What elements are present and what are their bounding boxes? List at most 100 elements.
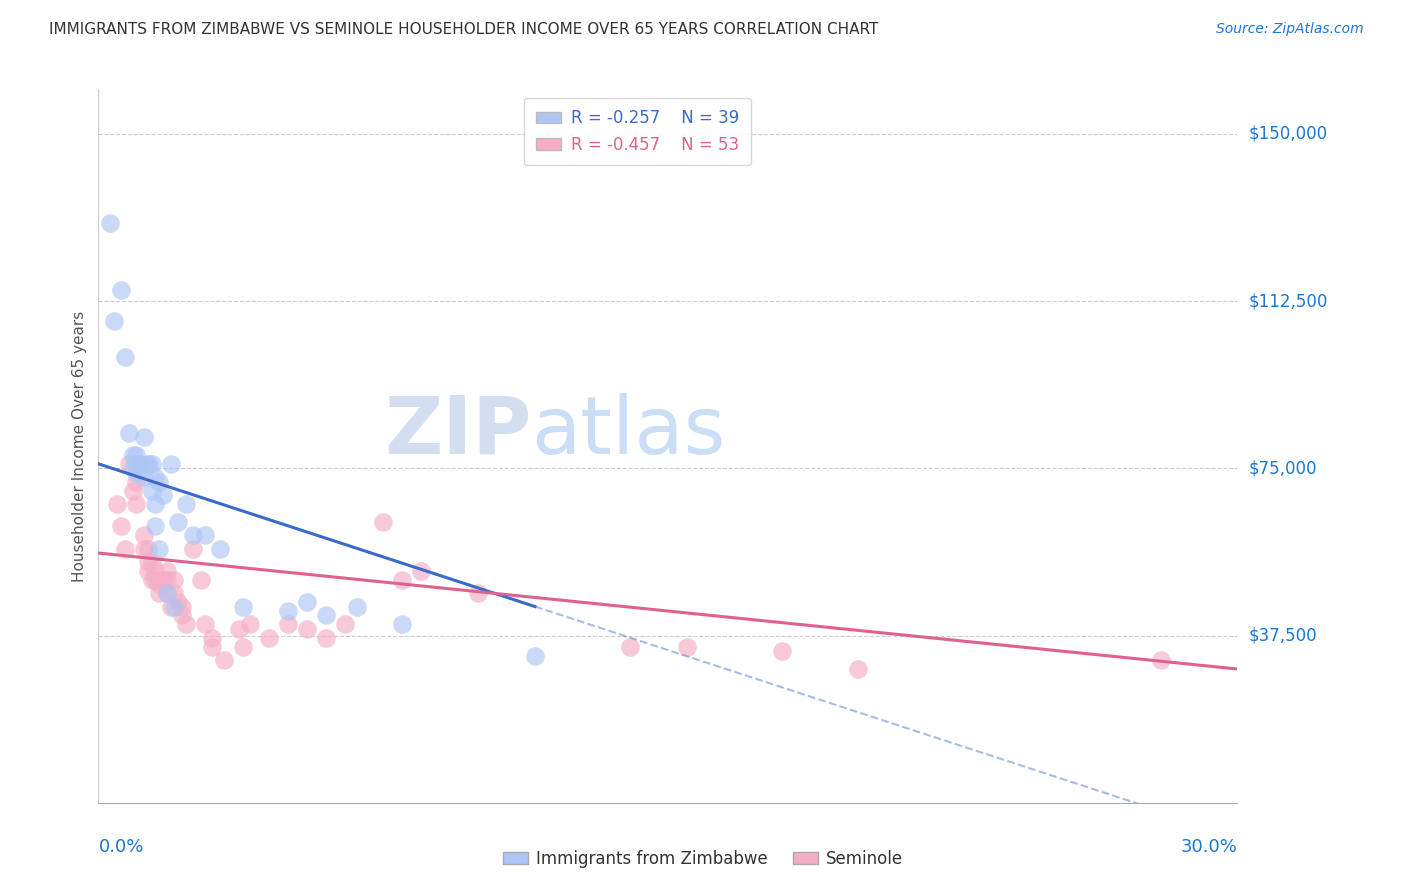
Point (148, 541, 170, 556)
Point (1150, 653, 1173, 667)
Point (371, 515, 394, 529)
Text: 0.0%: 0.0% (98, 838, 143, 856)
Point (148, 573, 170, 587)
Point (228, 622, 250, 636)
Point (132, 541, 155, 556)
Point (183, 528, 205, 542)
Point (391, 573, 413, 587)
Point (110, 283, 132, 297)
Point (107, 497, 129, 511)
Point (121, 461, 143, 475)
Point (141, 573, 163, 587)
Text: 30.0%: 30.0% (1181, 838, 1237, 856)
Point (136, 555, 159, 569)
Point (114, 350, 136, 364)
Point (125, 466, 148, 480)
Point (125, 457, 148, 471)
Text: IMMIGRANTS FROM ZIMBABWE VS SEMINOLE HOUSEHOLDER INCOME OVER 65 YEARS CORRELATIO: IMMIGRANTS FROM ZIMBABWE VS SEMINOLE HOU… (49, 22, 879, 37)
Point (103, 314, 125, 328)
Point (156, 586, 179, 600)
Point (152, 573, 174, 587)
Point (619, 640, 641, 654)
Point (156, 586, 179, 600)
Point (110, 519, 132, 533)
Point (125, 497, 148, 511)
Point (190, 573, 212, 587)
Point (411, 564, 433, 578)
Point (315, 608, 337, 623)
Point (346, 599, 368, 614)
Point (167, 515, 190, 529)
Point (156, 573, 179, 587)
Point (132, 430, 155, 444)
Point (232, 599, 254, 614)
Point (467, 586, 489, 600)
Point (152, 488, 174, 502)
Point (121, 483, 143, 498)
Point (194, 528, 217, 542)
Point (297, 622, 319, 636)
Point (129, 461, 152, 475)
Point (770, 644, 793, 658)
Point (167, 595, 190, 609)
Point (141, 555, 163, 569)
Point (163, 586, 186, 600)
Point (141, 483, 163, 498)
Point (183, 541, 205, 556)
Point (159, 457, 181, 471)
Point (141, 457, 163, 471)
Point (159, 599, 181, 614)
Point (259, 631, 281, 645)
Point (163, 599, 186, 614)
Point (121, 448, 143, 462)
Point (148, 475, 170, 489)
Point (201, 640, 224, 654)
Point (174, 617, 197, 632)
Point (194, 617, 217, 632)
Point (145, 470, 167, 484)
Point (136, 541, 159, 556)
Point (145, 519, 167, 533)
Point (391, 617, 413, 632)
Point (132, 528, 155, 542)
Point (118, 425, 141, 440)
Y-axis label: Householder Income Over 65 years: Householder Income Over 65 years (72, 310, 87, 582)
Point (118, 457, 141, 471)
Point (277, 617, 299, 632)
Point (174, 497, 197, 511)
Point (212, 653, 235, 667)
Text: atlas: atlas (531, 392, 725, 471)
Point (125, 448, 148, 462)
Point (208, 541, 231, 556)
Text: $37,500: $37,500 (1249, 626, 1317, 645)
Point (156, 564, 179, 578)
Point (297, 595, 319, 609)
Point (335, 617, 357, 632)
Point (145, 497, 167, 511)
Point (114, 541, 136, 556)
Point (145, 573, 167, 587)
Point (136, 564, 159, 578)
Point (315, 631, 337, 645)
Point (132, 470, 155, 484)
Text: $150,000: $150,000 (1249, 125, 1327, 143)
Point (163, 573, 186, 587)
Point (125, 475, 148, 489)
Legend: R = -0.257    N = 39, R = -0.457    N = 53: R = -0.257 N = 39, R = -0.457 N = 53 (524, 97, 751, 165)
Point (170, 608, 193, 623)
Text: $112,500: $112,500 (1249, 292, 1327, 310)
Text: ZIP: ZIP (384, 392, 531, 471)
Point (129, 457, 152, 471)
Point (201, 631, 224, 645)
Point (239, 617, 262, 632)
Legend: Immigrants from Zimbabwe, Seminole: Immigrants from Zimbabwe, Seminole (496, 844, 910, 875)
Point (846, 662, 869, 676)
Point (148, 586, 170, 600)
Point (277, 604, 299, 618)
Point (98, 216, 121, 230)
Point (524, 648, 547, 663)
Point (145, 564, 167, 578)
Point (136, 457, 159, 471)
Point (676, 640, 699, 654)
Point (232, 640, 254, 654)
